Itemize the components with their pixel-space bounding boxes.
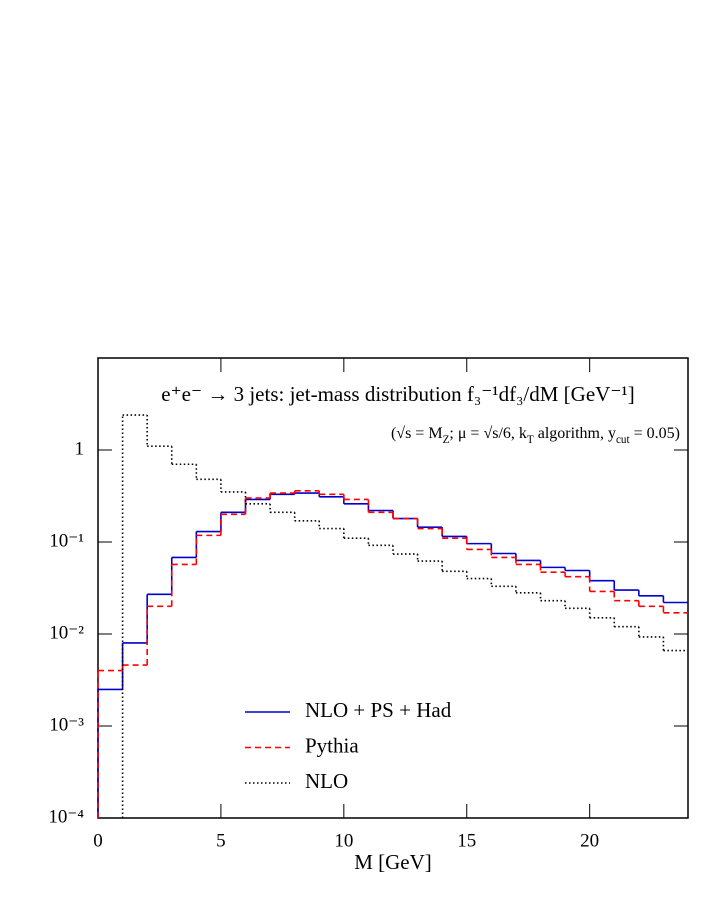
y-tick-label: 10⁻⁴	[48, 806, 84, 827]
y-tick-label: 10⁻²	[49, 622, 84, 643]
legend-label: NLO	[305, 769, 348, 793]
legend-label: Pythia	[305, 733, 359, 757]
plot-frame	[97, 357, 689, 819]
x-tick-label: 0	[93, 830, 103, 851]
y-tick-label: 1	[75, 438, 85, 459]
chart-subtitle: (√s = MZ; μ = √s/6, kT algorithm, ycut =…	[391, 425, 680, 446]
y-tick-label: 10⁻¹	[49, 530, 84, 551]
y-tick-label: 10⁻³	[49, 714, 84, 735]
x-tick-label: 15	[457, 830, 476, 851]
legend-label: NLO + PS + Had	[305, 698, 452, 722]
x-axis-label: M [GeV]	[354, 850, 432, 874]
x-tick-label: 20	[580, 830, 599, 851]
x-tick-label: 5	[216, 830, 226, 851]
x-tick-label: 10	[334, 830, 353, 851]
chart-title: e⁺e⁻ → 3 jets: jet-mass distribution f₃⁻…	[161, 382, 634, 406]
